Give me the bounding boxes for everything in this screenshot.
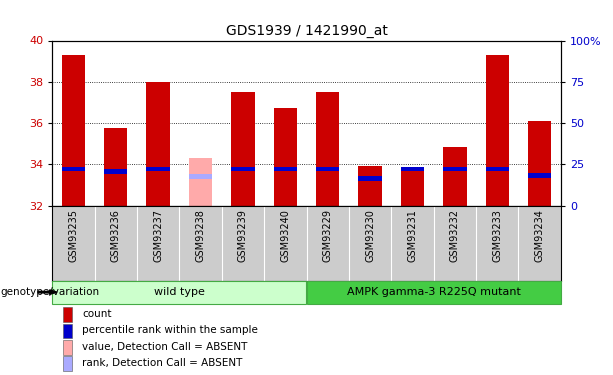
Bar — [401, 167, 424, 206]
Text: GSM93235: GSM93235 — [68, 209, 78, 262]
Bar — [443, 147, 466, 206]
Text: AMPK gamma-3 R225Q mutant: AMPK gamma-3 R225Q mutant — [347, 287, 520, 297]
Text: GSM93234: GSM93234 — [535, 209, 545, 262]
Bar — [63, 340, 72, 354]
Bar — [63, 357, 72, 371]
Text: GSM93239: GSM93239 — [238, 209, 248, 262]
Bar — [62, 167, 85, 171]
Text: percentile rank within the sample: percentile rank within the sample — [83, 325, 258, 335]
Bar — [189, 174, 212, 179]
Bar — [231, 167, 254, 171]
Bar — [359, 176, 382, 181]
Bar — [485, 55, 509, 206]
Text: GSM93237: GSM93237 — [153, 209, 163, 262]
Bar — [316, 92, 340, 206]
Bar — [273, 108, 297, 206]
Bar — [528, 121, 551, 206]
Bar — [485, 167, 509, 171]
Text: GSM93231: GSM93231 — [408, 209, 417, 262]
Text: genotype/variation: genotype/variation — [0, 287, 99, 297]
Text: GSM93236: GSM93236 — [111, 209, 121, 262]
Bar — [359, 166, 382, 206]
Bar — [528, 173, 551, 178]
Bar — [104, 169, 128, 174]
Text: GSM93230: GSM93230 — [365, 209, 375, 262]
Bar — [147, 82, 170, 206]
Text: GSM93229: GSM93229 — [322, 209, 333, 262]
Text: GSM93232: GSM93232 — [450, 209, 460, 262]
Text: value, Detection Call = ABSENT: value, Detection Call = ABSENT — [83, 342, 248, 352]
Bar — [63, 324, 72, 338]
Bar — [104, 128, 128, 206]
Bar — [231, 92, 254, 206]
Text: rank, Detection Call = ABSENT: rank, Detection Call = ABSENT — [83, 358, 243, 368]
Bar — [273, 167, 297, 171]
Text: count: count — [83, 309, 112, 319]
Text: GSM93238: GSM93238 — [196, 209, 205, 262]
Text: GSM93240: GSM93240 — [280, 209, 291, 262]
Text: wild type: wild type — [154, 287, 205, 297]
Title: GDS1939 / 1421990_at: GDS1939 / 1421990_at — [226, 24, 387, 38]
Bar — [316, 167, 340, 171]
Bar — [147, 167, 170, 171]
Bar — [443, 167, 466, 171]
Text: GSM93233: GSM93233 — [492, 209, 502, 262]
Bar — [63, 307, 72, 322]
Bar — [189, 158, 212, 206]
Bar — [306, 280, 561, 304]
Bar — [401, 167, 424, 171]
Bar — [62, 55, 85, 206]
Bar — [52, 280, 306, 304]
